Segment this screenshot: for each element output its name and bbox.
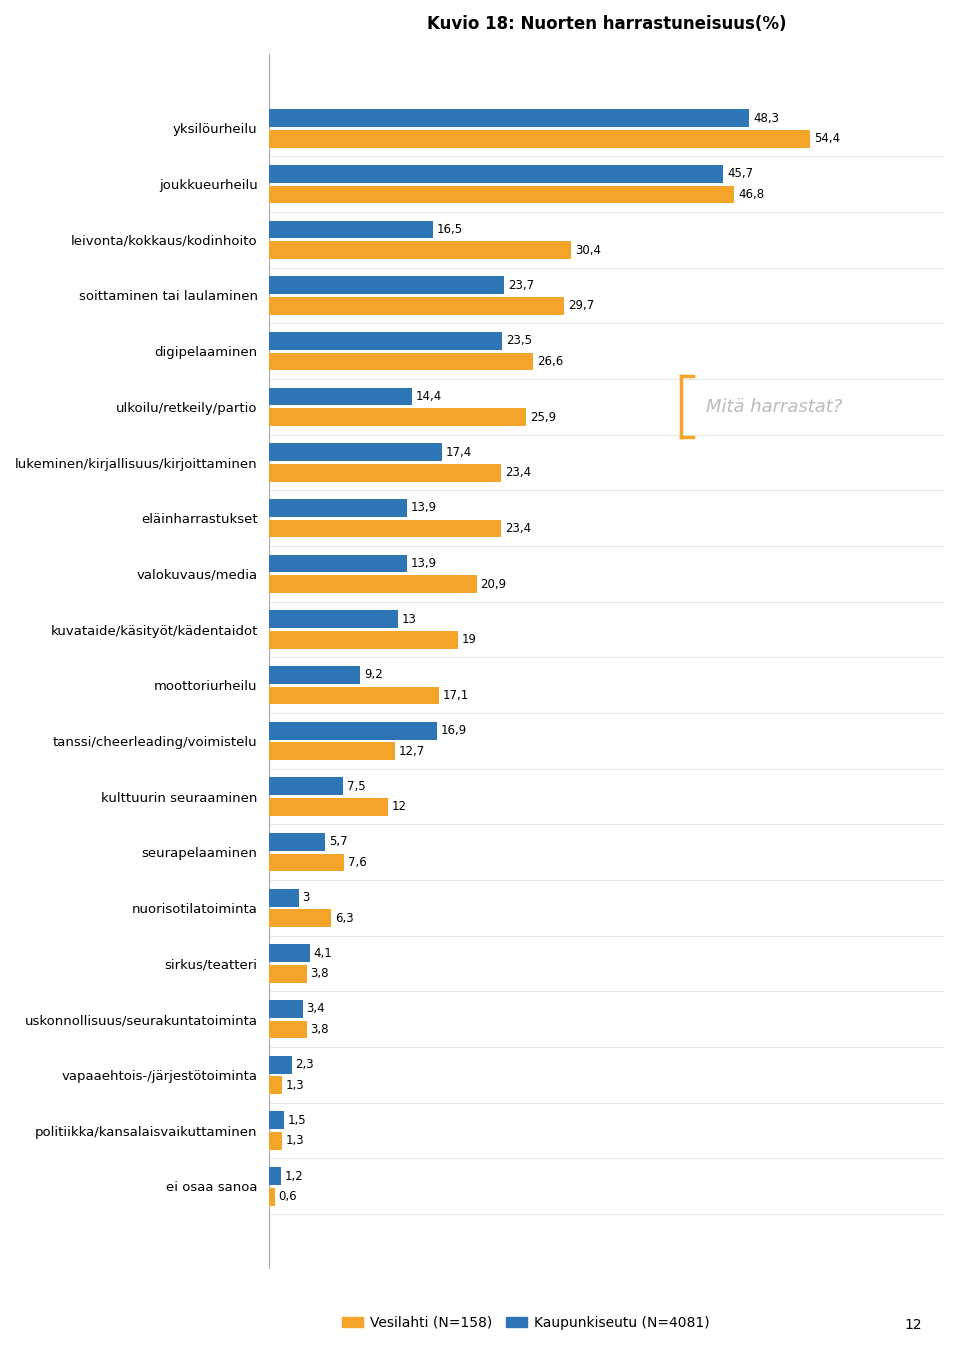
Text: 13,9: 13,9	[411, 502, 437, 514]
Bar	[269, 185, 734, 203]
Bar	[269, 1056, 292, 1073]
Text: 1,5: 1,5	[288, 1114, 306, 1126]
Bar	[269, 220, 433, 238]
Text: 16,9: 16,9	[441, 725, 467, 737]
Text: 19: 19	[462, 633, 477, 646]
Text: 12,7: 12,7	[399, 745, 425, 757]
Bar	[269, 1132, 281, 1149]
Text: 3,8: 3,8	[310, 968, 329, 980]
Bar	[269, 388, 412, 406]
Text: 6,3: 6,3	[335, 911, 354, 925]
Bar	[269, 353, 533, 370]
Bar	[269, 499, 407, 516]
Bar	[269, 408, 526, 426]
Text: 3,4: 3,4	[306, 1002, 325, 1015]
Bar	[269, 888, 299, 907]
Bar	[269, 1076, 281, 1094]
Text: 23,4: 23,4	[505, 466, 532, 480]
Bar	[269, 722, 437, 740]
Bar	[269, 1187, 275, 1206]
Bar	[269, 667, 360, 684]
Text: 45,7: 45,7	[728, 168, 754, 180]
Bar	[269, 464, 501, 481]
Text: 9,2: 9,2	[364, 668, 383, 681]
Bar	[269, 1021, 306, 1038]
Bar	[269, 519, 501, 537]
Bar	[269, 165, 723, 183]
Bar	[269, 241, 571, 260]
Text: 17,1: 17,1	[443, 690, 469, 702]
Bar	[269, 853, 345, 872]
Text: 13,9: 13,9	[411, 557, 437, 571]
Text: 7,6: 7,6	[348, 856, 367, 869]
Bar	[269, 965, 306, 983]
Text: 25,9: 25,9	[530, 411, 557, 423]
Text: 17,4: 17,4	[445, 446, 472, 458]
Text: Mitä harrastat?: Mitä harrastat?	[707, 397, 843, 416]
Bar	[269, 687, 439, 704]
Bar	[269, 1167, 280, 1184]
Bar	[269, 798, 388, 815]
Legend: Vesilahti (N=158), Kaupunkiseutu (N=4081): Vesilahti (N=158), Kaupunkiseutu (N=4081…	[337, 1310, 715, 1336]
Bar	[269, 110, 749, 127]
Bar	[269, 575, 476, 594]
Text: 13: 13	[402, 612, 417, 626]
Text: 23,4: 23,4	[505, 522, 532, 535]
Bar	[269, 833, 325, 850]
Bar	[269, 443, 442, 461]
Text: 16,5: 16,5	[437, 223, 463, 237]
Text: 4,1: 4,1	[314, 946, 332, 960]
Bar	[269, 777, 344, 795]
Bar	[269, 910, 331, 927]
Text: 23,7: 23,7	[509, 279, 535, 292]
Text: 3,8: 3,8	[310, 1023, 329, 1036]
Text: 48,3: 48,3	[753, 112, 780, 124]
Text: 12: 12	[904, 1318, 922, 1332]
Text: 54,4: 54,4	[814, 132, 840, 145]
Text: 1,3: 1,3	[286, 1134, 304, 1148]
Text: 1,3: 1,3	[286, 1079, 304, 1092]
Text: 2,3: 2,3	[296, 1059, 314, 1071]
Bar	[269, 297, 564, 315]
Bar	[269, 276, 504, 295]
Text: 0,6: 0,6	[278, 1190, 298, 1203]
Text: 29,7: 29,7	[568, 299, 594, 312]
Text: 46,8: 46,8	[738, 188, 764, 201]
Bar	[269, 631, 458, 649]
Bar	[269, 1000, 302, 1018]
Text: 3: 3	[302, 891, 310, 904]
Text: 7,5: 7,5	[348, 780, 366, 792]
Text: 30,4: 30,4	[575, 243, 601, 257]
Title: Kuvio 18: Nuorten harrastuneisuus(%): Kuvio 18: Nuorten harrastuneisuus(%)	[427, 15, 786, 32]
Text: 23,5: 23,5	[507, 334, 533, 347]
Text: 26,6: 26,6	[538, 356, 564, 368]
Text: 1,2: 1,2	[285, 1169, 303, 1183]
Bar	[269, 554, 407, 572]
Bar	[269, 945, 309, 963]
Bar	[269, 610, 398, 629]
Bar	[269, 333, 502, 350]
Bar	[269, 1111, 283, 1129]
Text: 14,4: 14,4	[416, 389, 443, 403]
Bar	[269, 742, 395, 760]
Text: 20,9: 20,9	[481, 577, 507, 591]
Text: 12: 12	[392, 800, 407, 814]
Bar	[269, 130, 809, 147]
Text: 5,7: 5,7	[329, 836, 348, 849]
